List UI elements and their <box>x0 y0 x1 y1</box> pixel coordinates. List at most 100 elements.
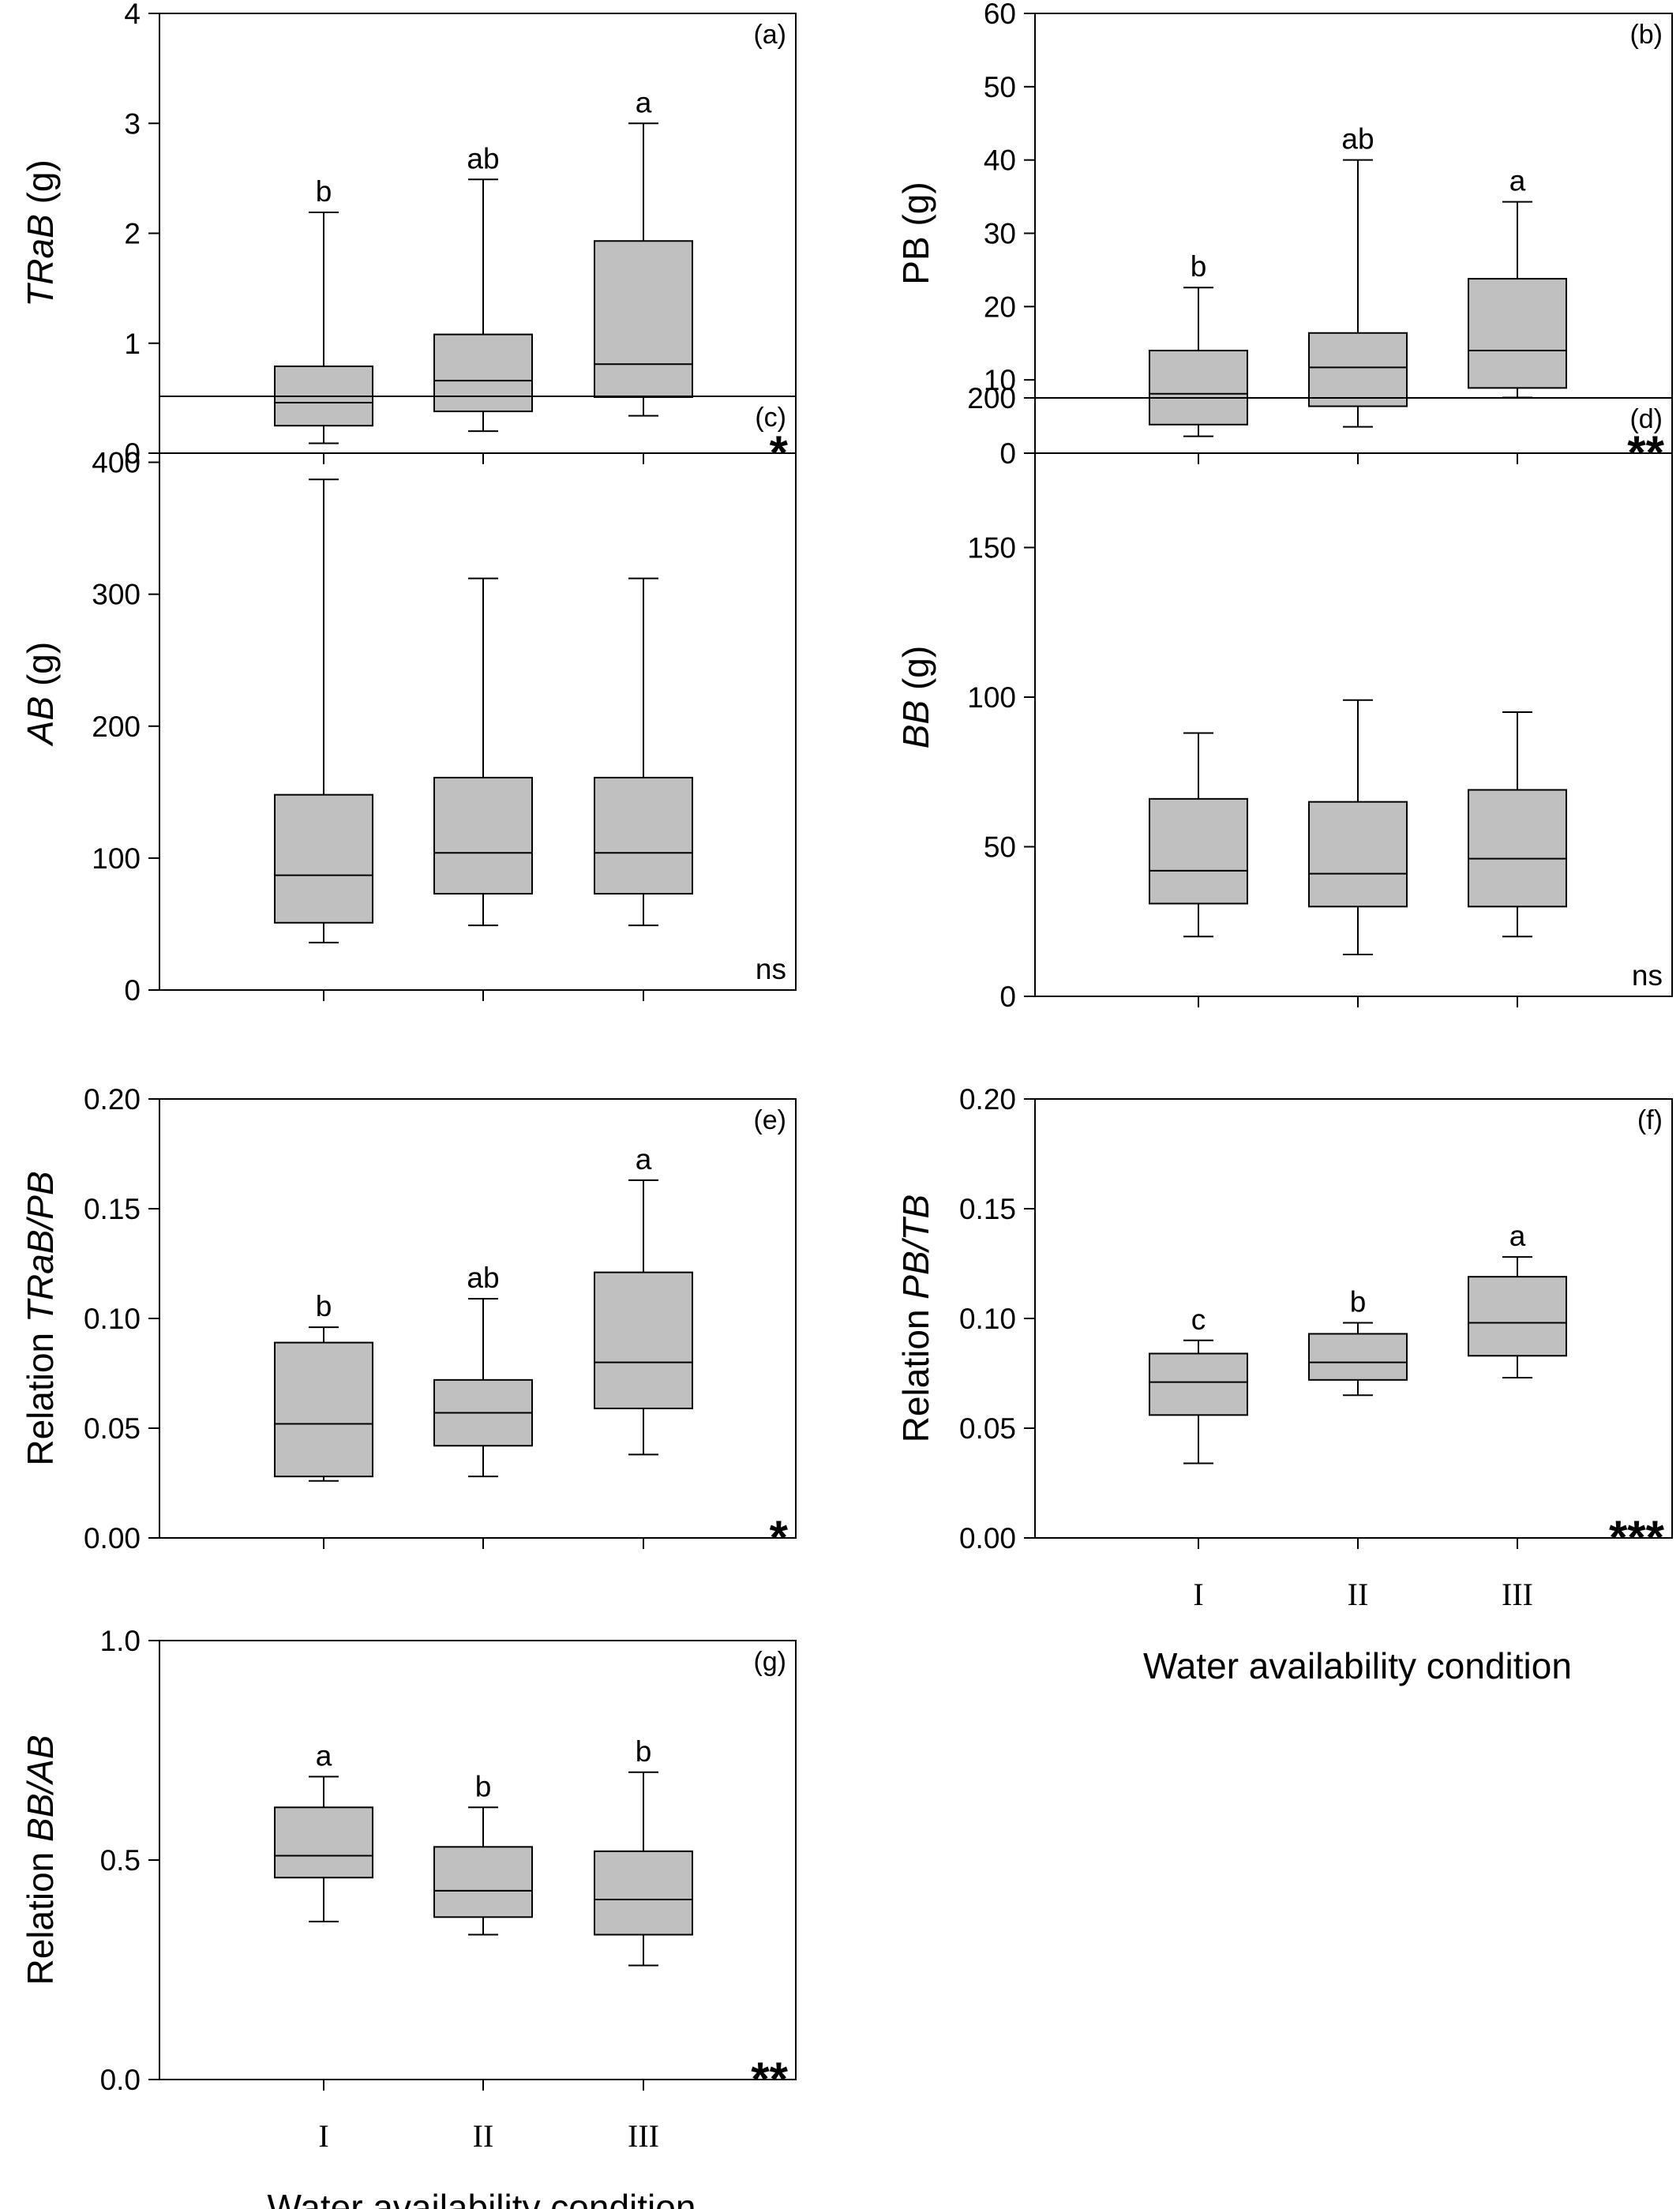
group-letter: b <box>1350 1286 1367 1318</box>
iqr-box <box>594 1271 693 1409</box>
group-letter: a <box>316 1739 332 1772</box>
group-letter: b <box>475 1770 492 1802</box>
significance-marker: ns <box>1632 959 1663 992</box>
significance-marker: ** <box>1627 426 1664 479</box>
y-tick-label: 0.05 <box>84 1412 141 1445</box>
iqr-box <box>1308 332 1408 407</box>
plot-frame <box>1034 1098 1673 1539</box>
y-tick-label: 100 <box>967 681 1016 714</box>
y-axis-label: PB (g) <box>895 182 936 284</box>
panel-d: 0 50 100 150 200 BB (g) (d) ns <box>895 382 1673 1013</box>
group-letter: ab <box>467 1262 499 1294</box>
y-tick-label: 0.15 <box>84 1193 141 1225</box>
box-II: ab <box>1308 123 1408 428</box>
box-III <box>594 577 693 927</box>
y-axis-label: AB (g) <box>20 642 61 747</box>
box-III: b <box>594 1735 693 1967</box>
x-category-label: III <box>628 2118 659 2154</box>
iqr-box <box>274 1806 373 1879</box>
iqr-box <box>1468 789 1567 908</box>
y-tick-label: 0 <box>124 437 141 470</box>
box-I: a <box>274 1739 373 1922</box>
box-I: c <box>1149 1303 1248 1465</box>
panel-tag: (c) <box>755 403 786 433</box>
panel-c: 0 100 200 300 400 AB (g) (c) ns <box>20 396 797 1007</box>
y-tick-label: 2 <box>124 218 141 250</box>
iqr-box <box>1468 1276 1567 1357</box>
significance-marker: * <box>770 426 789 479</box>
iqr-box <box>1308 1333 1408 1381</box>
y-axis-label: Relation TRaB/PB <box>20 1171 61 1465</box>
x-category-label: III <box>1502 1577 1533 1612</box>
group-letter: b <box>316 175 332 208</box>
y-tick-label: 0.05 <box>959 1412 1016 1445</box>
y-axis-label: Relation BB/AB <box>20 1735 61 1985</box>
group-letter: a <box>636 1143 652 1176</box>
box-III: a <box>594 86 693 417</box>
box-I: b <box>274 1290 373 1482</box>
box-I: b <box>1149 250 1248 437</box>
iqr-box <box>594 240 693 398</box>
group-letter: ab <box>467 142 499 174</box>
y-tick-label: 4 <box>124 0 141 30</box>
iqr-box <box>433 1846 533 1918</box>
y-tick-label: 10 <box>984 364 1016 396</box>
box-II <box>1308 699 1408 955</box>
y-tick-label: 400 <box>92 447 141 479</box>
y-axis-label: TRaB (g) <box>20 159 61 307</box>
significance-marker: * <box>770 1511 789 1564</box>
iqr-box <box>433 776 533 895</box>
panel-b: 0 10 20 30 40 50 60 PB (g) b ab a (b) ** <box>895 0 1673 479</box>
panel-tag: (d) <box>1629 404 1663 434</box>
box-II: ab <box>433 142 533 433</box>
x-axis-label: Water availability condition <box>268 2187 696 2209</box>
panel-tag: (b) <box>1629 20 1663 50</box>
group-letter: b <box>316 1290 332 1322</box>
plot-frame <box>159 1098 797 1539</box>
y-tick-label: 0 <box>999 437 1016 470</box>
y-tick-label: 0.10 <box>959 1303 1016 1335</box>
y-axis-label: Relation PB/TB <box>895 1195 936 1443</box>
group-letter: ab <box>1341 123 1374 156</box>
x-category-label: I <box>318 2118 328 2154</box>
iqr-box <box>1149 350 1248 426</box>
y-tick-label: 0.20 <box>84 1083 141 1116</box>
y-tick-label: 20 <box>984 291 1016 323</box>
y-tick-label: 0.10 <box>84 1303 141 1335</box>
y-tick-label: 60 <box>984 0 1016 30</box>
group-letter: a <box>1509 165 1526 197</box>
box-II: b <box>433 1770 533 1936</box>
iqr-box <box>594 1850 693 1936</box>
y-tick-label: 0 <box>999 981 1016 1013</box>
group-letter: a <box>636 86 652 118</box>
plot-frame <box>159 396 797 991</box>
box-III: a <box>1468 165 1567 399</box>
box-I <box>274 478 373 943</box>
x-axis-label: Water availability condition <box>1143 1645 1572 1686</box>
y-tick-label: 300 <box>92 579 141 611</box>
significance-marker: ** <box>751 2053 788 2106</box>
box-II: b <box>1308 1286 1408 1397</box>
y-tick-label: 0.15 <box>959 1193 1016 1225</box>
iqr-box <box>433 333 533 413</box>
y-tick-label: 50 <box>984 71 1016 103</box>
iqr-box <box>1149 797 1248 905</box>
significance-marker: *** <box>1609 1511 1665 1564</box>
panel-e: 0.00 0.05 0.10 0.15 0.20 Relation TRaB/PB b ab a… <box>20 1083 797 1564</box>
x-category-label: II <box>1348 1577 1369 1612</box>
y-tick-label: 1 <box>124 328 141 360</box>
x-category-label: II <box>473 2118 494 2154</box>
box-II: ab <box>433 1262 533 1478</box>
y-tick-label: 1.0 <box>100 1625 141 1657</box>
iqr-box <box>274 1341 373 1478</box>
y-tick-label: 0.20 <box>959 1083 1016 1116</box>
box-II <box>433 577 533 927</box>
group-letter: b <box>1191 250 1207 283</box>
box-III: a <box>594 1143 693 1456</box>
y-tick-label: 30 <box>984 218 1016 250</box>
panel-tag: (g) <box>753 1647 786 1677</box>
y-tick-label: 200 <box>92 711 141 743</box>
panel-a: 0 1 2 3 4 TRaB (g) b ab a (a) * <box>20 0 797 479</box>
